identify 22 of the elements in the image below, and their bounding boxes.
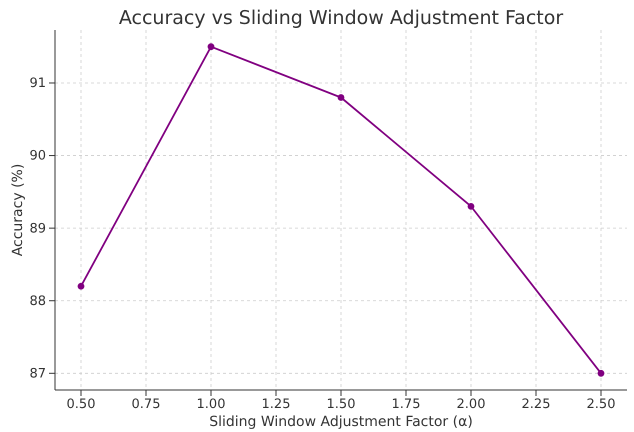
y-tick-label: 90: [29, 148, 46, 164]
x-tick-label: 1.00: [196, 397, 226, 412]
x-axis-title: Sliding Window Adjustment Factor (α): [209, 414, 473, 430]
x-tick-label: 2.25: [522, 397, 550, 412]
point: [598, 370, 604, 377]
x-tick-label: 2.50: [586, 397, 616, 412]
point: [338, 94, 344, 101]
x-tick-label: 2.00: [456, 397, 486, 412]
point: [78, 282, 84, 290]
x-tick-label: 0.75: [132, 397, 160, 412]
x-tick-label: 0.50: [66, 397, 96, 412]
x-tick-label: 1.75: [392, 397, 420, 412]
x-tick-label: 1.25: [262, 397, 290, 412]
point: [468, 202, 474, 210]
y-tick-label: 89: [29, 221, 46, 236]
y-tick-label: 87: [29, 366, 46, 382]
chart-title: Accuracy vs Sliding Window Adjustment Factor: [118, 7, 564, 29]
y-tick-label: 88: [29, 294, 46, 309]
y-tick-label: 91: [29, 76, 46, 92]
point: [208, 43, 214, 50]
x-tick-label: 1.50: [326, 397, 356, 412]
y-axis-title: Accuracy (%): [10, 164, 26, 256]
